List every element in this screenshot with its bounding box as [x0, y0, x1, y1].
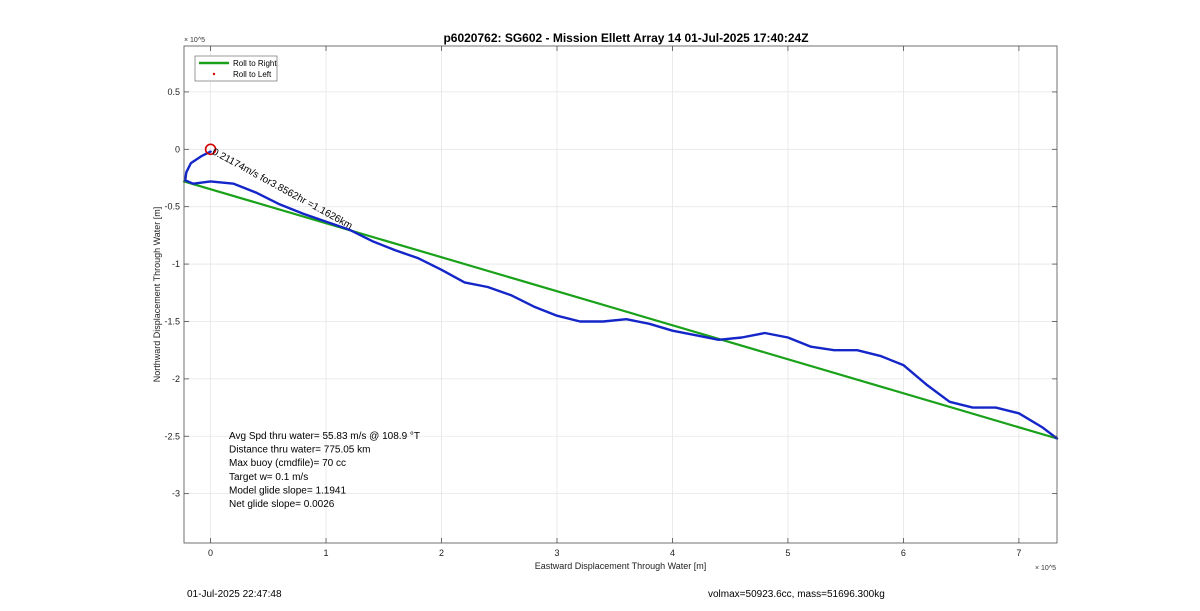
y-tick-label: -2.5 [164, 431, 180, 441]
legend: Roll to Right Roll to Left [194, 55, 278, 82]
x-tick-label: 6 [901, 548, 906, 558]
x-axis-label: Eastward Displacement Through Water [m] [535, 561, 707, 571]
x-tick-label: 5 [785, 548, 790, 558]
stats-line: Distance thru water= 775.05 km [229, 445, 370, 456]
footer-timestamp: 01-Jul-2025 22:47:48 [187, 589, 282, 600]
stats-line: Net glide slope= 0.0026 [229, 499, 335, 510]
x-exponent-label: × 10^5 [1035, 565, 1056, 572]
ticks: 0 1 2 3 4 5 6 7 0.5 0 -0.5 -1 -1.5 -2 -2.5 -3 [164, 46, 1057, 558]
y-tick-label: -2 [172, 374, 180, 384]
x-tick-label: 0 [208, 548, 213, 558]
y-tick-label: -1.5 [164, 316, 180, 326]
y-exponent-label: × 10^5 [184, 37, 205, 44]
axes-box [183, 45, 1058, 544]
series-line-roll-right [182, 180, 1059, 440]
legend-box [194, 55, 278, 82]
stats-line: Target w= 0.1 m/s [229, 472, 308, 483]
y-tick-label: 0.5 [167, 87, 180, 97]
y-tick-label: -0.5 [164, 202, 180, 212]
legend-label-roll-left: Roll to Left [233, 70, 272, 79]
series-layer [182, 150, 1059, 440]
x-tick-label: 2 [439, 548, 444, 558]
x-tick-label: 1 [324, 548, 329, 558]
y-axis-label: Northward Displacement Through Water [m] [152, 207, 162, 383]
grid [184, 46, 1057, 543]
y-tick-label: -3 [172, 489, 180, 499]
x-tick-label: 7 [1016, 548, 1021, 558]
stats-line: Model glide slope= 1.1941 [229, 485, 346, 496]
x-tick-label: 3 [554, 548, 559, 558]
start-marker [204, 143, 217, 156]
chart-title: p6020762: SG602 - Mission Ellett Array 1… [443, 31, 808, 45]
legend-label-roll-right: Roll to Right [233, 59, 277, 68]
series-track [184, 150, 1059, 440]
footer-volmax-mass: volmax=50923.6cc, mass=51696.300kg [708, 589, 885, 600]
stats-line: Avg Spd thru water= 55.83 m/s @ 108.9 °T [229, 431, 420, 442]
axes-background [184, 46, 1057, 543]
stats-line: Max buoy (cmdfile)= 70 cc [229, 458, 346, 469]
y-tick-label: 0 [175, 144, 180, 154]
plot-area: 0 1 2 3 4 5 6 70.50-0.5-1-1.5-2-2.5-3 0.21174m/… [164, 45, 1059, 558]
y-tick-label: -1 [172, 259, 180, 269]
legend-swatch-roll-left [212, 72, 216, 76]
x-tick-label: 4 [670, 548, 675, 558]
